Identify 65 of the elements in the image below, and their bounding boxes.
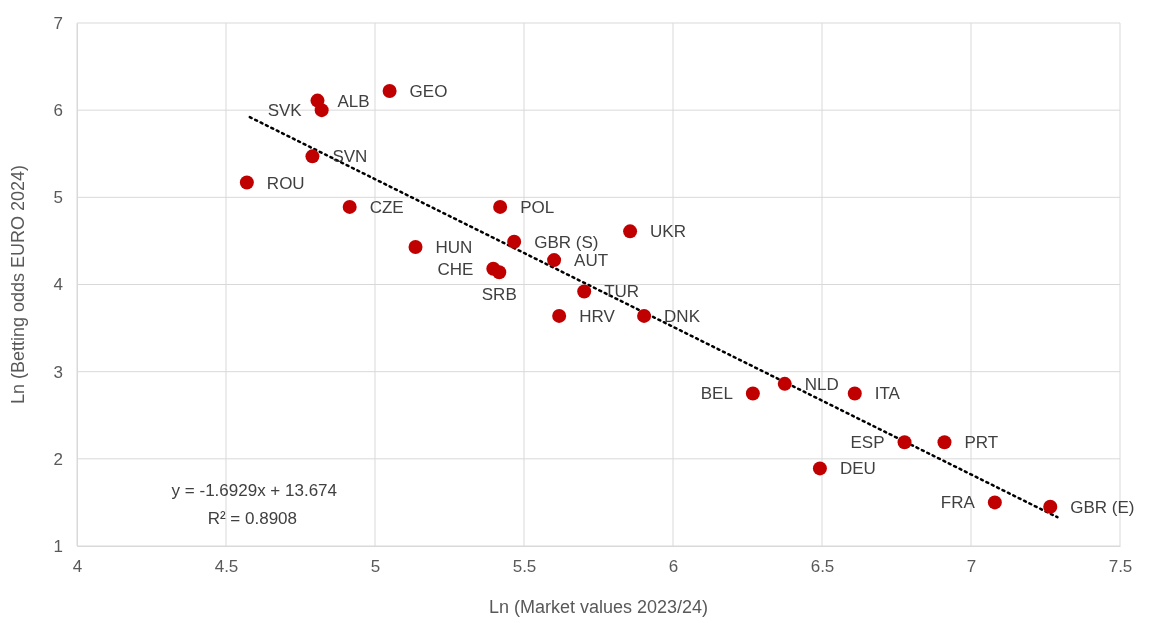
x-tick-label: 5.5 <box>512 557 537 577</box>
point <box>777 376 792 391</box>
point <box>239 175 254 190</box>
point <box>314 103 329 118</box>
annotation: GBR (S) <box>534 232 599 252</box>
point <box>847 386 862 401</box>
annotation: ROU <box>266 173 305 193</box>
point <box>637 308 652 323</box>
y-tick-label: 2 <box>53 449 63 469</box>
point <box>552 308 567 323</box>
y-tick-label: 3 <box>53 362 63 382</box>
annotation: POL <box>520 197 555 217</box>
point <box>408 240 423 255</box>
x-tick-label: 4.5 <box>214 557 239 577</box>
x-tick-label: 7.5 <box>1108 557 1133 577</box>
point <box>547 253 562 268</box>
annotation: CZE <box>369 197 404 217</box>
y-tick-label: 6 <box>53 101 63 121</box>
point <box>492 265 507 280</box>
annotation: SRB <box>481 285 517 305</box>
x-tick-label: 6 <box>668 557 679 577</box>
annotation: PRT <box>964 433 999 453</box>
x-tick-label: 7 <box>966 557 977 577</box>
annotation: DEU <box>839 459 876 479</box>
point <box>305 149 320 164</box>
annotation: SVN <box>332 147 368 167</box>
annotation: HRV <box>579 306 616 326</box>
x-tick-label: 4 <box>72 557 83 577</box>
y-tick-label: 5 <box>53 188 63 208</box>
annotation: ESP <box>850 433 885 453</box>
point <box>987 495 1002 510</box>
annotation: R² = 0.8908 <box>207 509 297 528</box>
annotation: TUR <box>604 282 640 302</box>
annotation: DNK <box>664 306 701 326</box>
annotation: UKR <box>650 222 686 242</box>
point <box>577 284 592 299</box>
x-tick-label: 5 <box>370 557 381 577</box>
point <box>493 199 508 214</box>
annotation: GEO <box>409 81 448 101</box>
annotation: CHE <box>437 259 474 279</box>
annotation: GBR (E) <box>1070 497 1135 517</box>
annotation: SVK <box>267 101 303 121</box>
y-tick-label: 1 <box>53 536 63 556</box>
point <box>382 83 397 98</box>
annotation: y = -1.6929x + 13.674 <box>171 481 337 500</box>
point <box>812 461 827 476</box>
annotation: FRA <box>940 493 976 513</box>
point <box>745 386 760 401</box>
annotation: ITA <box>874 384 901 404</box>
point <box>897 435 912 450</box>
point <box>1043 499 1058 514</box>
annotation: AUT <box>574 251 609 271</box>
x-axis-title: Ln (Market values 2023/24) <box>488 597 709 617</box>
y-tick-label: 4 <box>53 275 63 295</box>
y-axis-title: Ln (Betting odds EURO 2024) <box>8 164 28 405</box>
point <box>623 224 638 239</box>
point <box>342 199 357 214</box>
annotation: NLD <box>804 374 839 394</box>
y-tick-label: 7 <box>53 13 63 33</box>
annotation: ALB <box>337 91 370 111</box>
point <box>937 435 952 450</box>
annotation: HUN <box>435 238 473 258</box>
x-tick-label: 6.5 <box>810 557 835 577</box>
annotation: BEL <box>700 384 733 404</box>
point <box>507 234 522 249</box>
